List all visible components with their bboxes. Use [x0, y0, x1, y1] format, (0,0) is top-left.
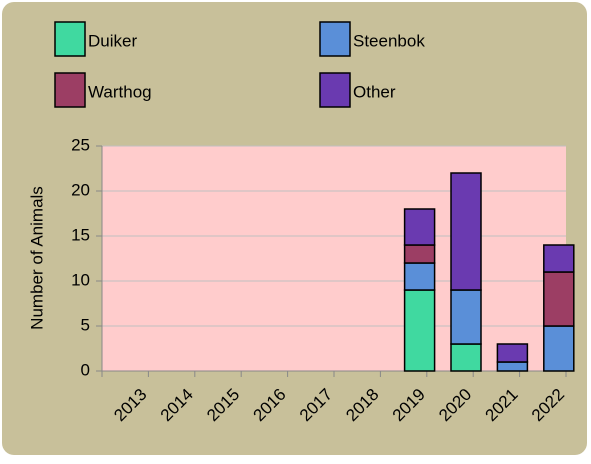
legend-label: Duiker — [88, 31, 137, 50]
legend-label: Warthog — [88, 82, 152, 101]
bar-segment — [543, 244, 575, 273]
legend-swatch — [54, 21, 86, 57]
legend-label: Other — [353, 82, 396, 101]
bar-segment — [403, 289, 436, 372]
bar-segment — [496, 361, 529, 372]
bar-segment — [450, 343, 482, 372]
legend-swatch — [319, 72, 351, 108]
bar-segment — [543, 271, 575, 327]
legend-label: Steenbok — [353, 31, 425, 50]
bar-segment — [450, 172, 482, 291]
y-tick-label: 25 — [71, 135, 90, 154]
legend-swatch — [54, 72, 86, 108]
y-tick-label: 20 — [71, 180, 90, 199]
legend-swatch — [319, 21, 351, 57]
y-tick-label: 5 — [81, 315, 90, 334]
bar-segment — [543, 325, 575, 372]
plot-area — [102, 146, 566, 371]
y-tick-label: 0 — [81, 360, 90, 379]
bar-segment — [403, 208, 436, 246]
bar-segment — [496, 343, 529, 363]
y-tick-label: 10 — [71, 270, 90, 289]
y-tick-label: 15 — [71, 225, 90, 244]
bar-segment — [450, 289, 482, 345]
bar-segment — [403, 244, 436, 264]
y-axis-label: Number of Animals — [27, 186, 46, 330]
bar-segment — [403, 262, 436, 291]
